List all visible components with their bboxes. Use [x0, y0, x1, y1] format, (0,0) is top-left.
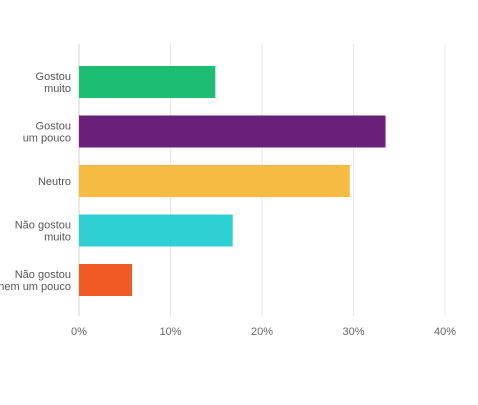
x-tick-label: 40% [434, 326, 456, 338]
category-label: Gostou muito [36, 71, 71, 95]
category-label: Neutro [38, 176, 71, 188]
bar-2 [79, 115, 386, 148]
bar-1 [79, 66, 216, 98]
x-tick-label: 30% [342, 326, 364, 338]
category-label: Gostou um pouco [23, 121, 71, 145]
x-tick-label: 10% [159, 326, 181, 338]
bar-4 [79, 214, 233, 247]
category-label: Não gostou nem um pouco [0, 269, 71, 293]
category-label: Não gostou muito [15, 220, 71, 244]
x-tick-label: 0% [71, 326, 87, 338]
bar-3 [79, 165, 350, 197]
bar-5 [79, 264, 133, 296]
x-tick-label: 20% [251, 326, 273, 338]
